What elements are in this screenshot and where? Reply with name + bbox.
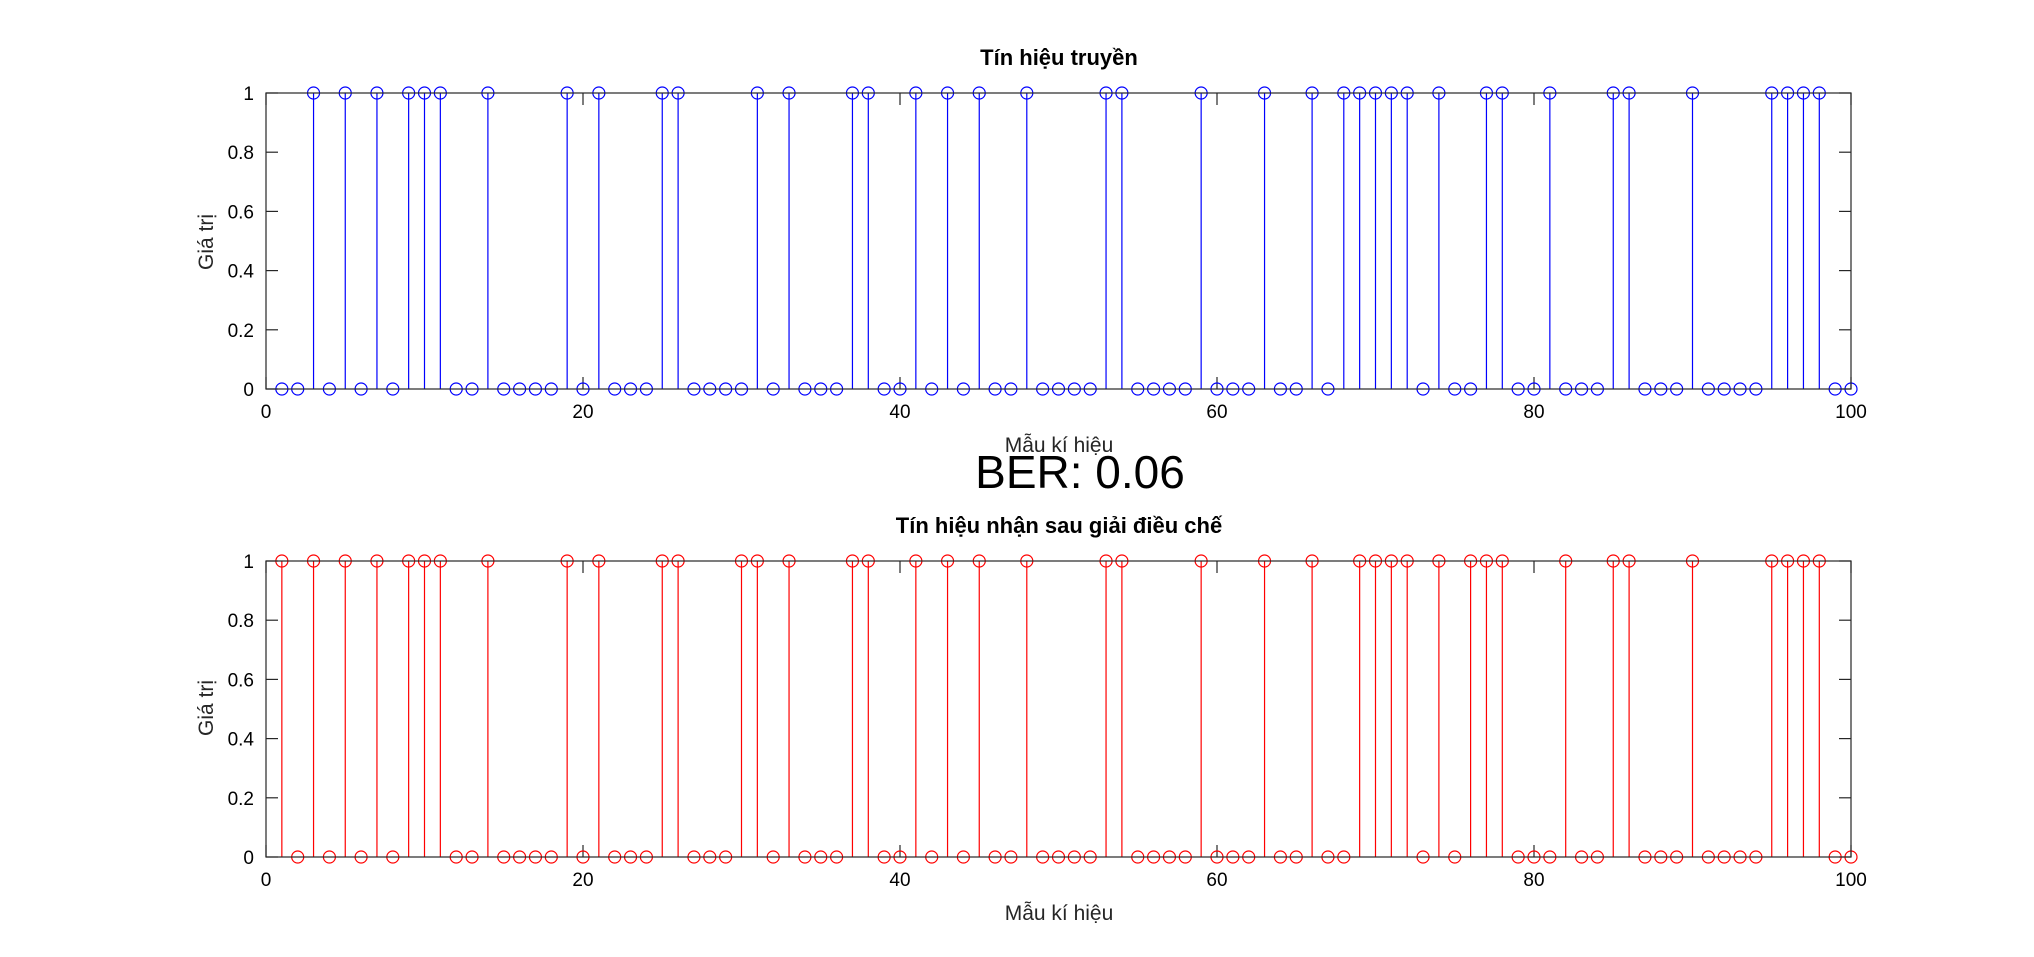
y-tick-label: 1	[243, 84, 254, 105]
x-tick-label: 100	[1835, 402, 1867, 423]
y-tick-label: 1	[243, 552, 254, 573]
y-tick-label: 0.8	[228, 611, 254, 632]
plot-title: Tín hiệu nhận sau giải điều chế	[896, 513, 1223, 538]
x-tick-label: 60	[1206, 402, 1227, 423]
transmitted-signal-plot: Tín hiệu truyền Giá trị Mẫu kí hiệu 0 20 4…	[195, 45, 1867, 457]
received-signal-plot: Tín hiệu nhận sau giải điều chế Giá trị …	[195, 513, 1867, 925]
y-axis-label: Giá trị	[195, 680, 218, 736]
ber-annotation: BER: 0.06	[975, 446, 1185, 498]
y-tick-label: 0.4	[228, 262, 255, 283]
x-tick-label: 40	[889, 402, 910, 423]
x-tick-label: 40	[889, 870, 910, 891]
axis-ticks: 0 20 40 60 80 100 0 0.2 0.4 0.6 0.8 1	[228, 552, 1867, 891]
x-axis-label: Mẫu kí hiệu	[1005, 902, 1114, 925]
plot-title: Tín hiệu truyền	[980, 45, 1138, 70]
x-tick-label: 80	[1523, 402, 1544, 423]
y-tick-label: 0.6	[228, 670, 254, 691]
x-tick-label: 20	[572, 870, 593, 891]
y-tick-label: 0.6	[228, 202, 254, 223]
y-tick-label: 0.2	[228, 789, 254, 810]
x-tick-label: 0	[261, 402, 272, 423]
stem-series	[275, 86, 1858, 396]
x-axis-label: Mẫu kí hiệu	[1005, 434, 1114, 457]
axes-frame	[265, 560, 1852, 858]
x-tick-label: 100	[1835, 870, 1867, 891]
x-tick-label: 0	[261, 870, 272, 891]
stem-series	[275, 554, 1858, 864]
y-tick-label: 0	[243, 848, 254, 869]
axes-frame	[265, 92, 1852, 390]
y-tick-label: 0	[243, 380, 254, 401]
axis-ticks: 0 20 40 60 80 100 0 0.2 0.4 0.6 0.8 1	[228, 84, 1867, 423]
y-tick-label: 0.8	[228, 143, 254, 164]
y-tick-label: 0.4	[228, 730, 255, 751]
y-axis-label: Giá trị	[195, 214, 218, 270]
x-tick-label: 20	[572, 402, 593, 423]
x-tick-label: 60	[1206, 870, 1227, 891]
x-tick-label: 80	[1523, 870, 1544, 891]
y-tick-label: 0.2	[228, 321, 254, 342]
